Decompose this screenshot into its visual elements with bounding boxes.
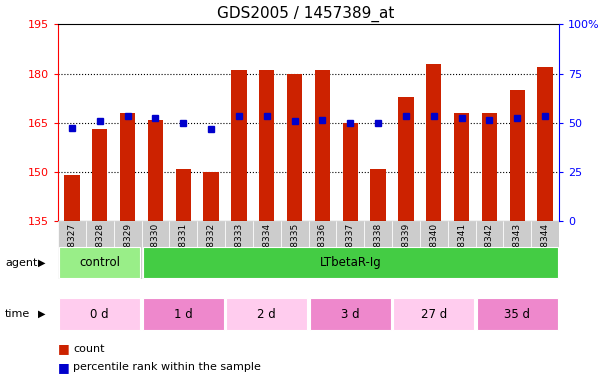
Bar (143, 298, 224, 330)
Bar (503, 221, 531, 279)
Bar (86, 221, 114, 279)
Text: GSM38339: GSM38339 (401, 223, 411, 272)
Bar (114, 221, 142, 279)
Text: GDS2005 / 1457389_at: GDS2005 / 1457389_at (217, 6, 394, 22)
Bar (59, 298, 140, 330)
Text: percentile rank within the sample: percentile rank within the sample (73, 363, 261, 372)
Bar (280, 221, 309, 279)
Text: GSM38338: GSM38338 (374, 223, 382, 272)
Bar (343, 123, 358, 221)
Text: GSM38331: GSM38331 (179, 223, 188, 272)
Text: GSM38332: GSM38332 (207, 223, 216, 272)
Bar (92, 129, 108, 221)
Bar (454, 113, 469, 221)
Bar (142, 221, 169, 279)
Bar (364, 221, 392, 279)
Text: agent: agent (5, 258, 37, 267)
Bar (227, 298, 307, 330)
Text: GSM38340: GSM38340 (430, 223, 438, 272)
Text: GSM38329: GSM38329 (123, 223, 132, 272)
Text: 1 d: 1 d (174, 308, 192, 321)
Bar (259, 70, 274, 221)
Bar (64, 176, 79, 221)
Bar (253, 221, 280, 279)
Bar (197, 221, 225, 279)
Bar (482, 113, 497, 221)
Bar (287, 74, 302, 221)
Text: 27 d: 27 d (421, 308, 447, 321)
Text: control: control (79, 256, 120, 269)
Text: GSM38337: GSM38337 (346, 223, 355, 272)
Bar (398, 97, 414, 221)
Bar (169, 221, 197, 279)
Text: 3 d: 3 d (341, 308, 360, 321)
Text: 35 d: 35 d (504, 308, 530, 321)
Text: LTbetaR-Ig: LTbetaR-Ig (320, 256, 381, 269)
Bar (59, 248, 140, 278)
Bar (531, 221, 559, 279)
Bar (370, 169, 386, 221)
Text: GSM38334: GSM38334 (262, 223, 271, 272)
Text: GSM38330: GSM38330 (151, 223, 160, 272)
Text: ■: ■ (58, 361, 70, 374)
Bar (337, 221, 364, 279)
Bar (420, 221, 448, 279)
Bar (426, 64, 442, 221)
Text: GSM38328: GSM38328 (95, 223, 104, 272)
Bar (175, 169, 191, 221)
Bar (448, 221, 475, 279)
Bar (538, 67, 553, 221)
Text: 2 d: 2 d (257, 308, 276, 321)
Text: ▶: ▶ (38, 309, 45, 319)
Bar (392, 221, 420, 279)
Text: GSM38336: GSM38336 (318, 223, 327, 272)
Text: ▶: ▶ (38, 258, 45, 267)
Bar (58, 221, 86, 279)
Bar (315, 70, 330, 221)
Bar (120, 113, 135, 221)
Bar (310, 298, 390, 330)
Text: time: time (5, 309, 30, 319)
Bar (143, 248, 558, 278)
Bar (232, 70, 247, 221)
Bar (309, 221, 337, 279)
Text: GSM38343: GSM38343 (513, 223, 522, 272)
Bar (203, 172, 219, 221)
Text: GSM38341: GSM38341 (457, 223, 466, 272)
Text: GSM38333: GSM38333 (235, 223, 243, 272)
Bar (148, 120, 163, 221)
Bar (475, 221, 503, 279)
Bar (510, 90, 525, 221)
Text: GSM38342: GSM38342 (485, 223, 494, 272)
Bar (477, 298, 558, 330)
Bar (393, 298, 474, 330)
Text: ■: ■ (58, 342, 70, 355)
Text: 0 d: 0 d (90, 308, 109, 321)
Text: GSM38344: GSM38344 (541, 223, 550, 272)
Bar (225, 221, 253, 279)
Text: count: count (73, 344, 105, 354)
Text: GSM38327: GSM38327 (67, 223, 76, 272)
Text: GSM38335: GSM38335 (290, 223, 299, 272)
